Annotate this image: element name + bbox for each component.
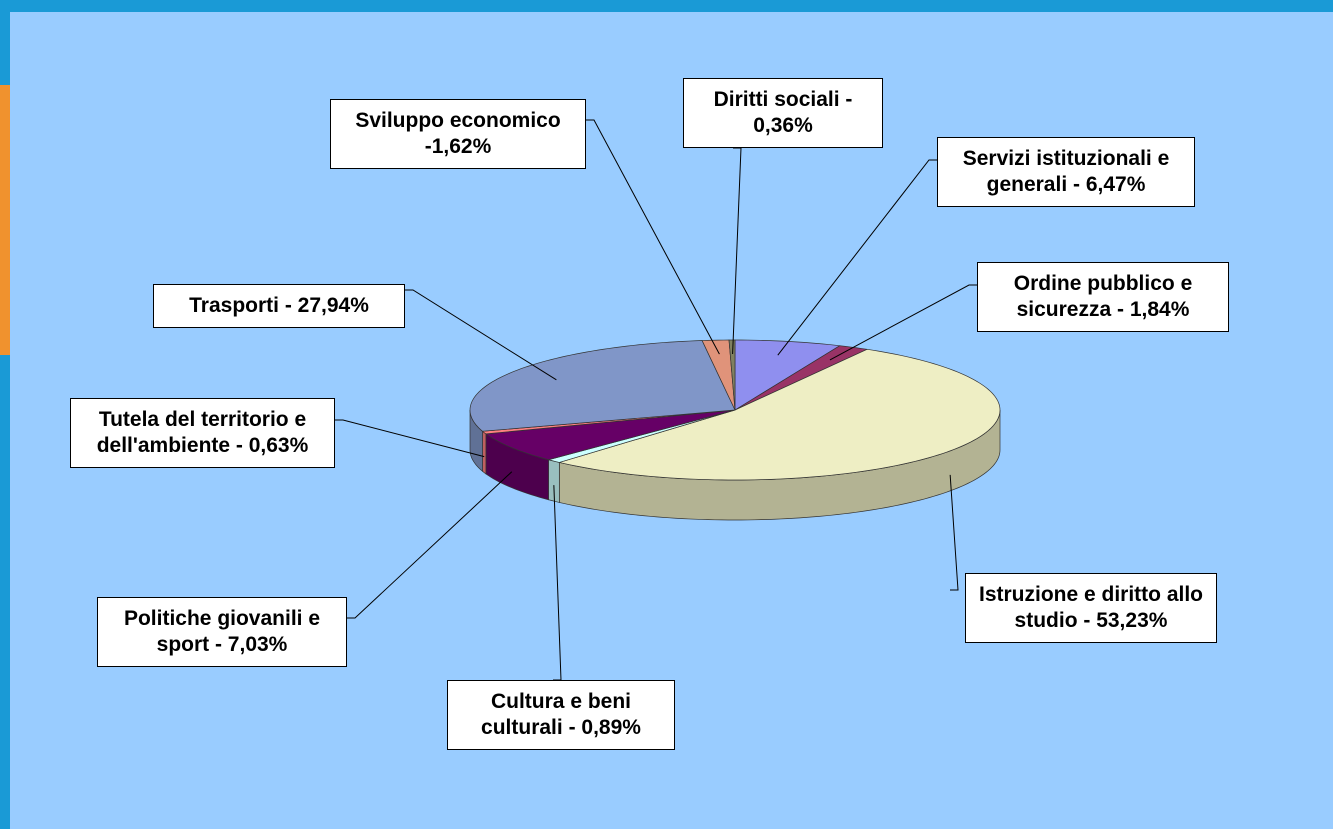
- data-label: Tutela del territorio e dell'ambiente - …: [70, 398, 335, 468]
- pie-slice: [484, 409, 736, 461]
- data-label: Politiche giovanili e sport - 7,03%: [97, 597, 347, 667]
- data-label: Ordine pubblico e sicurezza - 1,84%: [977, 262, 1229, 332]
- leader-line: [553, 485, 562, 681]
- leader-line: [335, 419, 485, 458]
- leader-line: [347, 471, 513, 619]
- data-label: Servizi istituzionali e generali - 6,47%: [937, 137, 1195, 207]
- side-stripe: [0, 85, 10, 355]
- leader-line: [405, 289, 557, 381]
- leader-line: [732, 147, 742, 355]
- pie-slice: [557, 348, 1001, 481]
- leader-line: [949, 474, 959, 591]
- pie-slice: [469, 340, 736, 432]
- data-label: Cultura e beni culturali - 0,89%: [447, 680, 675, 750]
- leader-line: [777, 159, 937, 356]
- leader-line: [586, 119, 720, 355]
- data-label: Trasporti - 27,94%: [153, 284, 405, 328]
- data-label: Istruzione e diritto allo studio - 53,23…: [965, 573, 1217, 643]
- data-label: Sviluppo economico -1,62%: [330, 99, 586, 169]
- data-label: Diritti sociali - 0,36%: [683, 78, 883, 148]
- pie-side: [482, 430, 487, 475]
- pie-slice: [728, 339, 736, 411]
- pie-slice: [701, 339, 736, 411]
- leader-line: [829, 284, 977, 361]
